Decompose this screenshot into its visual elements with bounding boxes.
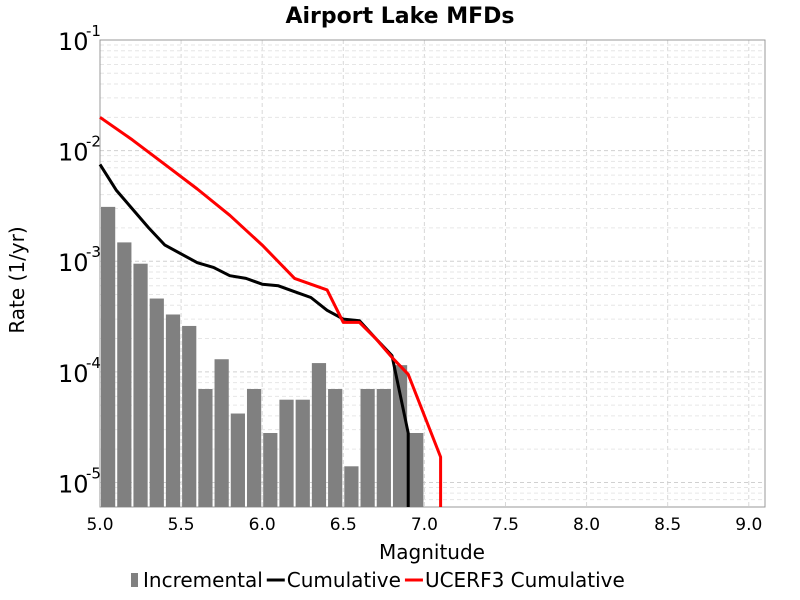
y-tick-exponent: -5 — [86, 464, 101, 482]
x-tick-label: 7.5 — [492, 515, 519, 535]
incremental-bar — [328, 388, 343, 507]
incremental-bar — [101, 206, 116, 507]
incremental-bar — [182, 325, 197, 507]
y-tick-exponent: -3 — [86, 243, 101, 261]
legend-label: UCERF3 Cumulative — [425, 568, 625, 592]
x-axis-label: Magnitude — [379, 540, 485, 564]
x-tick-labels: 5.0 5.5 6.0 6.5 7.0 7.5 8.0 8.5 9.0 — [86, 515, 762, 535]
plot-area — [99, 39, 766, 508]
series-line-ucerf3-cumulative — [99, 116, 443, 507]
incremental-bar — [246, 388, 262, 507]
y-tick-label: 10 — [58, 28, 89, 56]
incremental-bar — [149, 298, 164, 507]
incremental-bar — [360, 388, 375, 507]
y-tick-exponent: -1 — [86, 22, 101, 40]
y-tick-label: 10 — [58, 360, 89, 388]
x-tick-label: 9.0 — [735, 515, 762, 535]
x-tick-label: 8.5 — [654, 515, 681, 535]
incremental-bar — [230, 413, 245, 507]
y-tick-label: 10 — [58, 139, 89, 167]
incremental-bar — [263, 432, 278, 507]
incremental-bar — [409, 432, 424, 507]
incremental-bar — [117, 242, 132, 507]
incremental-bar — [279, 399, 294, 507]
incremental-bar — [376, 388, 391, 507]
legend: Incremental Cumulative UCERF3 Cumulative — [131, 568, 625, 592]
legend-label: Cumulative — [287, 568, 401, 592]
incremental-bar — [214, 359, 229, 507]
cumulative-lines — [98, 116, 443, 507]
incremental-bar — [392, 365, 408, 507]
incremental-bar — [295, 399, 310, 507]
grid-lines — [99, 39, 765, 508]
y-tick-label: 10 — [58, 470, 89, 498]
legend-label: Incremental — [143, 568, 263, 592]
incremental-bar — [198, 388, 213, 507]
x-tick-label: 6.0 — [249, 515, 276, 535]
x-tick-label: 6.5 — [330, 515, 357, 535]
y-tick-exponent: -4 — [86, 354, 101, 372]
incremental-bar — [165, 314, 181, 507]
x-tick-label: 8.0 — [573, 515, 600, 535]
x-tick-label: 5.0 — [86, 515, 113, 535]
x-tick-label: 5.5 — [168, 515, 195, 535]
legend-swatch — [131, 573, 138, 587]
incremental-bar — [311, 363, 327, 507]
incremental-bar — [344, 466, 359, 507]
y-tick-label: 10 — [58, 249, 89, 277]
y-tick-labels: 10-510-410-310-210-1 — [58, 22, 101, 498]
y-axis-label: Rate (1/yr) — [5, 226, 29, 333]
incremental-bar — [133, 263, 148, 507]
y-tick-exponent: -2 — [86, 133, 101, 151]
incremental-bars — [101, 206, 424, 507]
x-tick-label: 7.0 — [411, 515, 438, 535]
chart-title: Airport Lake MFDs — [285, 4, 514, 29]
